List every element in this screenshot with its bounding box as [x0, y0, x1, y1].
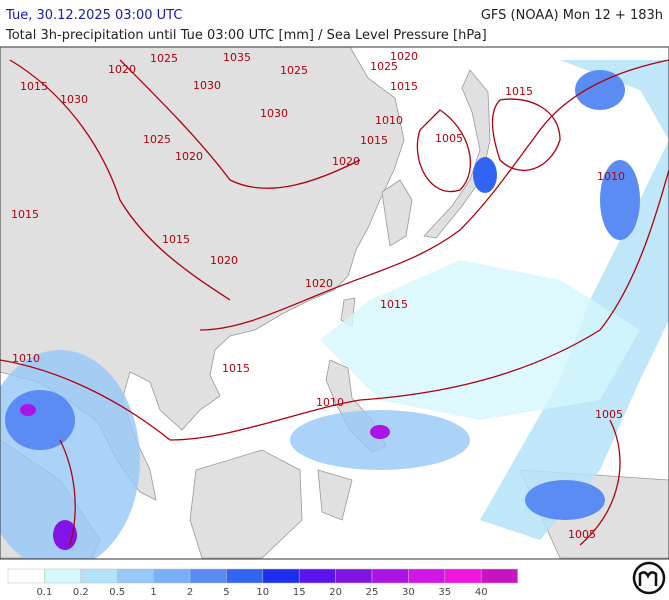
logo: [632, 561, 666, 595]
isobar-label: 1025: [143, 133, 171, 146]
legend-label: 5: [223, 587, 229, 598]
isobar-label: 1015: [380, 298, 408, 311]
isobar-label: 1030: [60, 93, 88, 106]
legend-label: 1: [150, 587, 156, 598]
legend-swatch: [44, 568, 82, 584]
map-title: Tue, 30.12.2025 03:00 UTC: [5, 8, 182, 23]
isobar-label: 1035: [223, 51, 251, 64]
legend-swatch: [116, 568, 154, 584]
legend-label: 0.2: [73, 587, 89, 598]
isobars: [0, 59, 669, 546]
isobar-label: 1020: [305, 277, 333, 290]
isobar-label: 1015: [11, 208, 39, 221]
legend-label: 25: [366, 587, 379, 598]
legend-swatch: [480, 568, 518, 584]
map: 1035 1025 1025 1025 1030 1030 1030 1020 …: [0, 46, 669, 560]
legend-label: 0.1: [36, 587, 52, 598]
isobar-label: 1015: [222, 362, 250, 375]
legend-label: 30: [402, 587, 415, 598]
isobar-label: 1015: [360, 134, 388, 147]
legend-label: 10: [256, 587, 269, 598]
isobar-label: 1025: [280, 64, 308, 77]
isobar-label: 1030: [260, 107, 288, 120]
isobar-label: 1005: [595, 408, 623, 421]
legend-label: 0.5: [109, 587, 125, 598]
legend: 0.1 0.2 0.5 1 2 5 10 15 20 25 30 35 40: [7, 568, 518, 598]
isobar-label: 1010: [12, 352, 40, 365]
legend-swatch: [262, 568, 300, 584]
legend-label: 40: [475, 587, 488, 598]
isobar-label: 1005: [568, 528, 596, 541]
legend-swatch: [335, 568, 373, 584]
map-frame: [0, 46, 669, 560]
legend-swatch: [298, 568, 336, 584]
isobar-label: 1025: [370, 60, 398, 73]
legend-label: 20: [329, 587, 342, 598]
legend-swatch: [7, 568, 45, 584]
isobar-label: 1020: [332, 155, 360, 168]
precipitation: [0, 60, 669, 559]
model-info: GFS (NOAA) Mon 12 + 183h: [481, 8, 663, 23]
isobar-label: 1010: [597, 170, 625, 183]
legend-swatch: [408, 568, 446, 584]
legend-swatch: [371, 568, 409, 584]
legend-swatch: [444, 568, 482, 584]
isobar-label: 1015: [505, 85, 533, 98]
isobar-label: 1010: [375, 114, 403, 127]
isobar-label: 1020: [210, 254, 238, 267]
isobar-label: 1015: [162, 233, 190, 246]
map-subtitle: Total 3h-precipitation until Tue 03:00 U…: [5, 28, 487, 43]
isobar-label: 1025: [150, 52, 178, 65]
isobar-label: 1020: [390, 50, 418, 63]
isobar-label: 1020: [175, 150, 203, 163]
isobar-label: 1030: [193, 79, 221, 92]
isobar-label: 1015: [390, 80, 418, 93]
legend-swatch: [153, 568, 191, 584]
legend-swatch: [80, 568, 118, 584]
isobar-label: 1020: [108, 63, 136, 76]
legend-swatch: [226, 568, 264, 584]
legend-swatch: [189, 568, 227, 584]
isobar-label: 1010: [316, 396, 344, 409]
legend-label: 35: [438, 587, 451, 598]
isobar-label: 1015: [20, 80, 48, 93]
isobar-labels: 1035 1025 1025 1025 1030 1030 1030 1020 …: [11, 50, 625, 541]
legend-label: 15: [293, 587, 306, 598]
legend-label: 2: [187, 587, 193, 598]
isobar-label: 1005: [435, 132, 463, 145]
